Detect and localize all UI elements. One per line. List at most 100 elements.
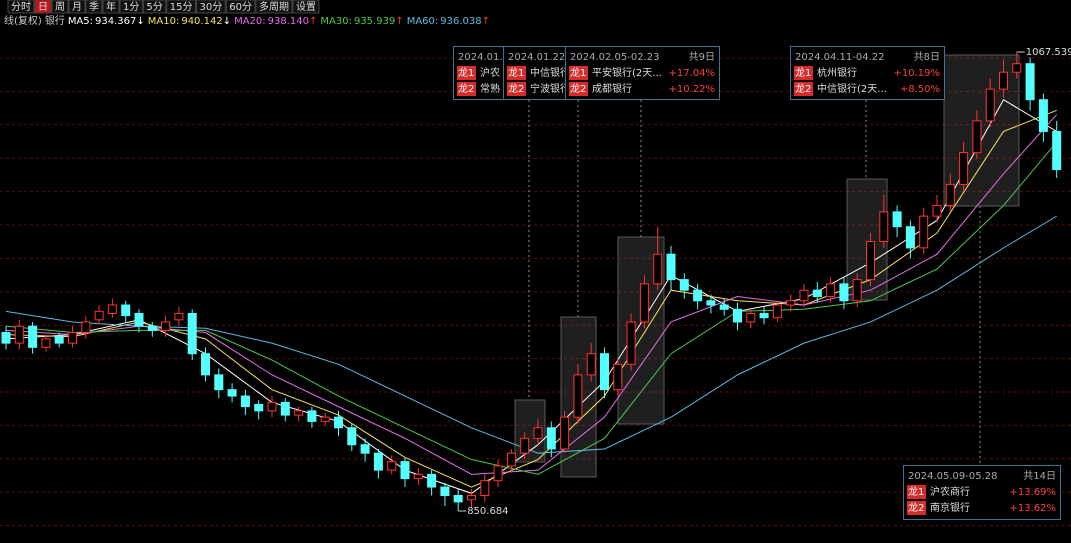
candle-body xyxy=(905,226,915,249)
candle-body xyxy=(28,325,38,348)
candle-body xyxy=(334,416,343,429)
badge: 龙2 xyxy=(795,82,811,95)
badge-bg xyxy=(457,66,476,80)
candle-body xyxy=(373,452,383,471)
ma-arrow: ↓ xyxy=(223,16,231,27)
candle-body xyxy=(586,353,596,376)
badge-bg xyxy=(794,66,813,80)
tab-bg xyxy=(119,0,143,14)
stock-name: 成都银行 xyxy=(592,82,632,95)
candle-body xyxy=(706,300,716,306)
period-tab[interactable]: 1分 xyxy=(119,0,143,14)
candle-body xyxy=(972,120,982,154)
candle-body xyxy=(294,410,304,416)
ma-label: MA60: xyxy=(407,16,439,27)
tab-label: 多周期 xyxy=(259,0,289,13)
candle-body xyxy=(666,253,676,281)
tab-bg xyxy=(51,0,69,14)
candle-body xyxy=(387,461,397,471)
change: +8.50% xyxy=(900,84,940,95)
badge: 龙2 xyxy=(508,82,524,95)
candle-body xyxy=(959,152,969,185)
candle-body xyxy=(852,279,862,302)
tab-bg xyxy=(7,0,35,14)
candle-body xyxy=(240,395,250,408)
tooltip-days: 共9日 xyxy=(689,51,715,63)
period-tab[interactable]: 分时 xyxy=(7,0,35,14)
candle-body xyxy=(467,495,476,501)
ma-line xyxy=(5,99,1057,494)
candle-body xyxy=(480,480,490,497)
candle-body xyxy=(14,325,24,344)
period-tab[interactable]: 年 xyxy=(102,0,120,14)
tab-bg xyxy=(34,0,52,14)
badge: 龙2 xyxy=(908,501,924,514)
period-tab[interactable]: 多周期 xyxy=(255,0,293,14)
ma-lines xyxy=(5,99,1058,494)
candle-body xyxy=(41,338,51,348)
tab-label: 分时 xyxy=(11,1,31,13)
candle-body xyxy=(999,71,1008,90)
badge: 龙1 xyxy=(795,66,811,79)
candle-body xyxy=(1052,130,1062,171)
period-tab[interactable]: 60分 xyxy=(225,0,256,14)
period-tab[interactable]: 设置 xyxy=(292,0,320,14)
period-tab[interactable]: 日 xyxy=(34,0,52,14)
candle-body xyxy=(174,312,184,321)
candle-body xyxy=(1,332,11,344)
candle-body xyxy=(626,321,636,365)
candle-body xyxy=(746,312,756,323)
tab-label: 设置 xyxy=(296,1,316,13)
period-tab[interactable]: 周 xyxy=(51,0,69,14)
tab-label: 周 xyxy=(55,1,65,13)
candle-body xyxy=(254,404,264,412)
candles: 1067.539 850.684 xyxy=(1,47,1071,517)
candle-body xyxy=(892,211,902,228)
candle-body xyxy=(985,88,995,122)
candle-body xyxy=(506,452,516,467)
stock-name: 南京银行 xyxy=(930,501,970,514)
period-tab[interactable]: 15分 xyxy=(166,0,196,14)
ma-label: MA30: xyxy=(320,16,352,27)
candle-body xyxy=(121,304,131,317)
ma-line xyxy=(5,215,1057,454)
candle-body xyxy=(413,473,423,480)
candle-body xyxy=(400,461,410,480)
tab-bg xyxy=(142,0,167,14)
candle-body xyxy=(54,336,64,344)
tab-label: 15分 xyxy=(170,1,193,13)
candle-body xyxy=(520,437,530,454)
stock-name: 中信银行 xyxy=(530,66,570,79)
stock-name: 平安银行(2天... xyxy=(592,66,662,79)
tooltip-date: 2024.04.11-04.22 xyxy=(795,52,885,63)
tooltip-days: 共14日 xyxy=(1023,470,1056,482)
stock-name: 中信银行(2天... xyxy=(817,82,887,95)
period-tab[interactable]: 月 xyxy=(68,0,86,14)
candle-body xyxy=(653,253,663,285)
ma-label: MA10: xyxy=(148,16,180,27)
candle-body xyxy=(347,427,357,446)
tab-label: 30分 xyxy=(199,1,222,13)
period-tab[interactable]: 30分 xyxy=(195,0,226,14)
tab-bg xyxy=(166,0,196,14)
candle-body xyxy=(733,308,742,323)
candle-body xyxy=(1025,63,1035,101)
candle-body xyxy=(679,279,689,291)
tooltip-bg xyxy=(903,465,1061,520)
badge: 龙1 xyxy=(458,66,474,79)
badge-bg xyxy=(569,66,588,80)
ma-label: MA5: xyxy=(68,16,93,27)
candle-body xyxy=(214,374,224,391)
candle-body xyxy=(693,289,703,302)
candle-body xyxy=(68,332,77,344)
period-tab[interactable]: 5分 xyxy=(142,0,167,14)
candle-body xyxy=(600,353,609,391)
candle-body xyxy=(826,283,836,298)
candle-body xyxy=(320,416,330,422)
change: +10.22% xyxy=(668,84,715,95)
badge-bg xyxy=(507,82,526,96)
tab-label: 1分 xyxy=(123,1,139,13)
period-tab[interactable]: 季 xyxy=(85,0,103,14)
